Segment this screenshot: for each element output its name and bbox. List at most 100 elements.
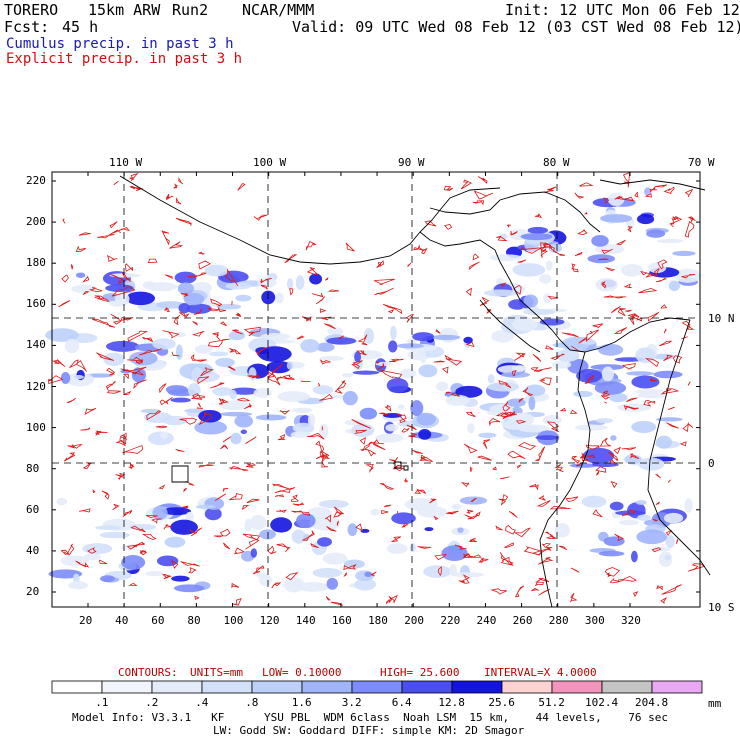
precip-contour: [189, 527, 203, 537]
precip-contour: [112, 503, 120, 511]
precip-contour: [235, 312, 242, 317]
precip-cell: [644, 187, 652, 196]
precip-contour: [326, 526, 337, 532]
precip-contour: [291, 494, 299, 503]
precip-contour: [638, 287, 658, 294]
colorbar-label: .1: [95, 696, 109, 709]
precip-cell: [319, 423, 329, 439]
precip-contour: [58, 300, 71, 308]
precip-contour: [660, 388, 680, 395]
precip-cell: [212, 386, 234, 396]
precip-contour: [417, 546, 432, 549]
precip-contour: [163, 524, 172, 530]
precip-contour: [319, 393, 334, 401]
precip-contour: [435, 329, 441, 334]
precip-contour: [224, 268, 239, 286]
precip-contour: [538, 577, 550, 583]
precip-cell: [391, 512, 416, 525]
x-tick-label: 240: [476, 614, 497, 627]
precip-contour: [306, 267, 319, 275]
precip-contour: [48, 375, 64, 385]
precip-contour: [94, 296, 111, 303]
precip-contour: [503, 542, 514, 549]
precip-cell: [595, 418, 613, 424]
precip-contour: [396, 414, 407, 423]
precip-contour: [633, 591, 639, 598]
precip-contour: [110, 313, 120, 320]
precip-cell: [290, 431, 311, 439]
precip-contour: [518, 441, 537, 451]
precip-contour: [318, 382, 321, 387]
precip-contour: [75, 245, 87, 252]
precip-contour: [644, 358, 660, 368]
precip-contour: [361, 342, 368, 346]
precip-contour: [310, 542, 319, 549]
precip-contour: [276, 509, 288, 513]
precip-contour: [63, 452, 76, 462]
precip-contour: [470, 497, 477, 502]
precip-cell: [404, 497, 439, 511]
precip-contour: [222, 436, 232, 443]
precip-contour: [324, 323, 336, 330]
precip-contour: [161, 230, 170, 246]
precip-cell: [385, 423, 399, 432]
precip-contour: [531, 588, 539, 592]
run-label: Run2: [172, 1, 209, 19]
precip-contour: [63, 543, 75, 556]
precip-contour: [631, 313, 640, 318]
precip-contour: [627, 225, 633, 233]
precip-contour: [660, 304, 668, 309]
precip-contour: [374, 287, 394, 296]
precip-contour: [622, 171, 631, 188]
colorbar-label: .2: [145, 696, 159, 709]
precip-contour: [434, 553, 447, 561]
precip-contour: [92, 489, 96, 494]
precip-contour: [343, 572, 347, 577]
precip-contour: [119, 432, 128, 445]
precip-cell: [354, 578, 377, 591]
precip-contour: [92, 318, 116, 328]
colorbar-label: 51.2: [538, 696, 565, 709]
precip-cell: [543, 293, 552, 304]
precip-cell: [274, 292, 284, 304]
precip-cell: [185, 511, 194, 522]
precip-contour: [603, 197, 610, 204]
precip-contour: [376, 260, 384, 269]
precip-cell: [170, 397, 191, 403]
precip-contour: [194, 595, 200, 600]
precip-contour: [95, 431, 102, 437]
precip-contour: [542, 542, 552, 548]
precip-contour: [198, 411, 213, 426]
precip-contour: [324, 514, 332, 523]
precip-cell: [296, 513, 316, 529]
colorbar: [51, 680, 703, 694]
colorbar-label: 204.8: [635, 696, 669, 709]
colorbar-swatch: [501, 680, 553, 694]
y-tick-label: 100: [26, 420, 46, 434]
x-tick-label: 160: [331, 614, 352, 627]
model-name: TORERO: [4, 1, 59, 19]
precip-cell: [412, 332, 435, 342]
precip-contour: [173, 314, 181, 326]
precip-contour: [82, 461, 93, 470]
precip-cell: [441, 545, 468, 562]
precip-cell: [409, 542, 416, 553]
precip-contour: [112, 316, 134, 325]
x-tick-label: 100: [223, 614, 244, 627]
precip-contour: [67, 444, 83, 449]
precip-cell: [631, 375, 660, 389]
y-tick-label: 60: [26, 502, 40, 516]
precip-contour: [625, 309, 632, 312]
precip-cell: [270, 517, 293, 533]
precip-contour: [164, 306, 170, 313]
precip-cell: [665, 534, 675, 549]
precip-cell: [591, 235, 609, 247]
precip-contour: [311, 292, 324, 298]
precip-cell: [410, 400, 424, 417]
precip-contour: [584, 374, 595, 384]
precip-cell: [574, 424, 608, 431]
precip-contour: [243, 326, 261, 337]
precip-contour: [464, 514, 479, 520]
precip-contour: [661, 584, 682, 595]
colorbar-label: 12.8: [438, 696, 465, 709]
